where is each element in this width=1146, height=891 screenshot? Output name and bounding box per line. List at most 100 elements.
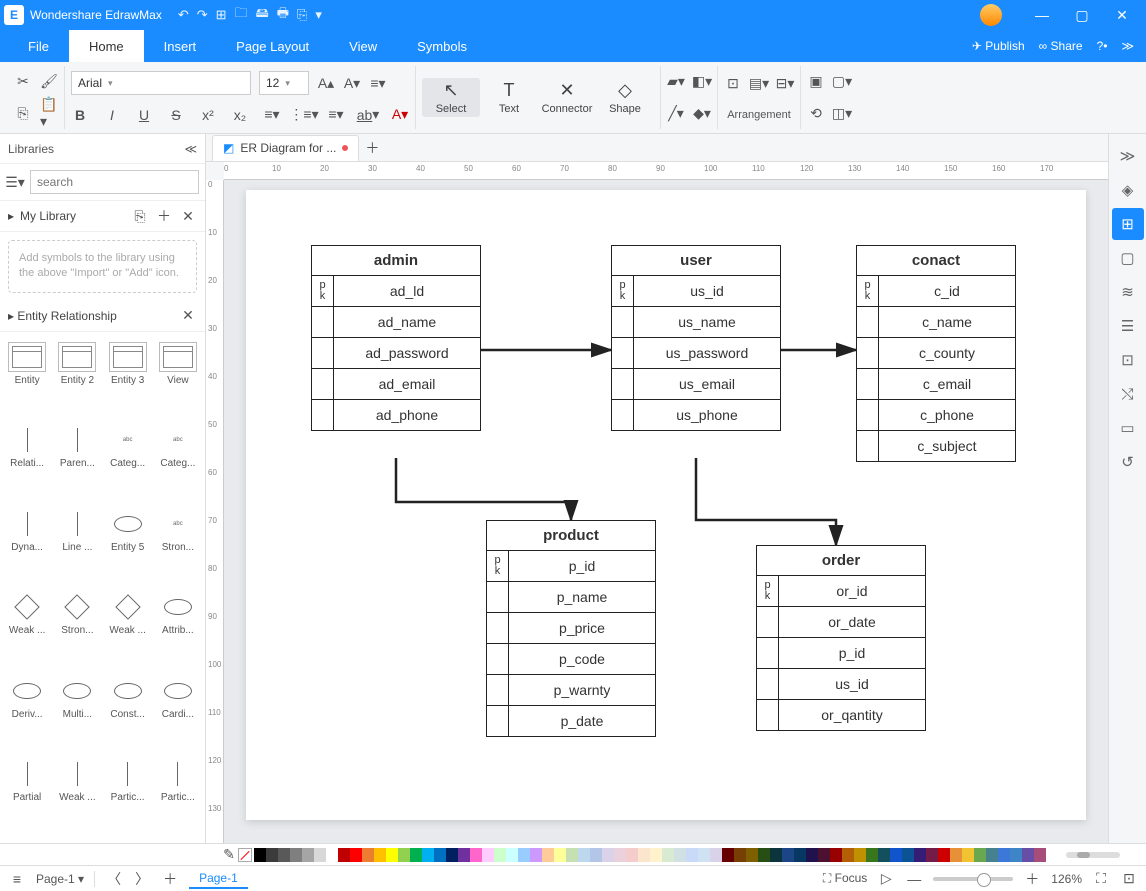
print-icon[interactable]: 🖶 [277,4,289,26]
entity-order[interactable]: orderpkor_idor_datep_idus_idor_qantity [756,545,926,731]
properties-icon[interactable]: ⊞ [1112,208,1144,240]
document-tab[interactable]: ◩ ER Diagram for ... [212,135,359,161]
color-swatch[interactable] [338,848,350,862]
color-swatch[interactable] [722,848,734,862]
color-swatch[interactable] [914,848,926,862]
color-swatch[interactable] [782,848,794,862]
color-swatch[interactable] [998,848,1010,862]
menu-tab-home[interactable]: Home [69,30,144,62]
color-swatch[interactable] [494,848,506,862]
color-swatch[interactable] [290,848,302,862]
color-swatch[interactable] [602,848,614,862]
font-color-icon[interactable]: A▾ [391,106,409,124]
shadow-icon[interactable]: ◧▾ [693,73,711,91]
color-swatch[interactable] [674,848,686,862]
bold-icon[interactable]: B [71,106,89,124]
collapse-ribbon-icon[interactable]: ≫ [1121,39,1134,53]
add-page-icon[interactable]: ＋ [161,870,179,888]
font-size-select[interactable]: 12▾ [259,71,309,95]
share-button[interactable]: ∞ Share [1039,39,1083,53]
color-swatch[interactable] [542,848,554,862]
color-swatch[interactable] [1010,848,1022,862]
rotate-icon[interactable]: ⟲ [807,104,825,122]
color-swatch[interactable] [326,848,338,862]
entity-admin[interactable]: adminpkad_ldad_namead_passwordad_emailad… [311,245,481,431]
shape-stencil[interactable]: Entity [2,338,52,420]
color-swatch[interactable] [362,848,374,862]
library-search-input[interactable] [30,170,199,194]
color-swatch[interactable] [926,848,938,862]
color-swatch[interactable] [698,848,710,862]
undo-icon[interactable]: ↶ [178,7,189,23]
expand-right-icon[interactable]: ≫ [1112,140,1144,172]
color-swatch[interactable] [314,848,326,862]
help-icon[interactable]: ?• [1097,39,1108,53]
color-swatch[interactable] [818,848,830,862]
shrink-font-icon[interactable]: A▾ [343,74,361,92]
cut-icon[interactable]: ✂ [14,73,32,91]
color-swatch[interactable] [650,848,662,862]
color-swatch[interactable] [710,848,722,862]
color-swatch[interactable] [434,848,446,862]
shape-stencil[interactable]: View [153,338,203,420]
select-tool[interactable]: ↖ Select [422,78,480,117]
layers-icon[interactable]: ≋ [1112,276,1144,308]
shape-stencil[interactable]: abcStron... [153,505,203,587]
comments-icon[interactable]: ▭ [1112,412,1144,444]
zoom-value[interactable]: 126% [1051,872,1082,886]
connector-tool[interactable]: ✕ Connector [538,78,596,117]
color-swatch[interactable] [962,848,974,862]
focus-button[interactable]: ⛶ Focus [823,871,867,886]
entity-product[interactable]: productpkp_idp_namep_pricep_codep_warnty… [486,520,656,737]
size-icon[interactable]: ◫▾ [833,104,851,122]
color-swatch[interactable] [938,848,950,862]
more-icon[interactable]: ▾ [315,7,322,23]
color-swatch[interactable] [866,848,878,862]
format-painter-icon[interactable]: 🖌 [40,73,58,91]
shape-stencil[interactable]: abcCateg... [103,421,153,503]
copy-icon[interactable]: ⎘ [14,104,32,122]
color-swatch[interactable] [266,848,278,862]
color-swatch[interactable] [746,848,758,862]
color-swatch[interactable] [446,848,458,862]
list-icon[interactable]: ≡▾ [327,106,345,124]
window-close[interactable]: ✕ [1102,7,1142,24]
group-icon[interactable]: ⊡ [724,74,742,92]
superscript-icon[interactable]: x² [199,106,217,124]
expand-mylib-icon[interactable]: ▸ [8,209,14,223]
menu-tab-view[interactable]: View [329,30,397,62]
color-swatch[interactable] [254,848,266,862]
color-swatch[interactable] [410,848,422,862]
shape-stencil[interactable]: Partic... [153,755,203,837]
new-icon[interactable]: ⊞ [216,7,227,23]
page-list-icon[interactable]: ≡ [8,870,26,888]
history-icon[interactable]: ↺ [1112,446,1144,478]
shape-stencil[interactable]: Paren... [52,421,102,503]
import-lib-icon[interactable]: ⎘ [131,207,149,225]
shape-stencil[interactable]: Relati... [2,421,52,503]
bringfront-icon[interactable]: ▣ [807,73,825,91]
collapse-libraries-icon[interactable]: ≪ [184,142,197,156]
line-spacing-icon[interactable]: ≡▾ [263,106,281,124]
color-swatch[interactable] [386,848,398,862]
color-swatch[interactable] [458,848,470,862]
outline-icon[interactable]: ☰ [1112,310,1144,342]
align-icon[interactable]: ≡▾ [369,74,387,92]
color-swatch[interactable] [734,848,746,862]
color-swatch[interactable] [686,848,698,862]
color-swatch[interactable] [878,848,890,862]
library-menu-icon[interactable]: ☰▾ [6,173,24,191]
expand-category-icon[interactable]: ▸ [8,309,14,323]
shape-stencil[interactable]: Weak ... [52,755,102,837]
shape-stencil[interactable]: Entity 5 [103,505,153,587]
color-swatch[interactable] [1034,848,1046,862]
window-minimize[interactable]: — [1022,7,1062,23]
color-swatch[interactable] [614,848,626,862]
connector[interactable] [696,458,836,545]
color-swatch[interactable] [854,848,866,862]
color-swatch[interactable] [590,848,602,862]
open-icon[interactable]: 🗀 [235,4,248,26]
highlight-icon[interactable]: ab▾ [359,106,377,124]
shape-stencil[interactable]: abcCateg... [153,421,203,503]
color-swatch[interactable] [902,848,914,862]
